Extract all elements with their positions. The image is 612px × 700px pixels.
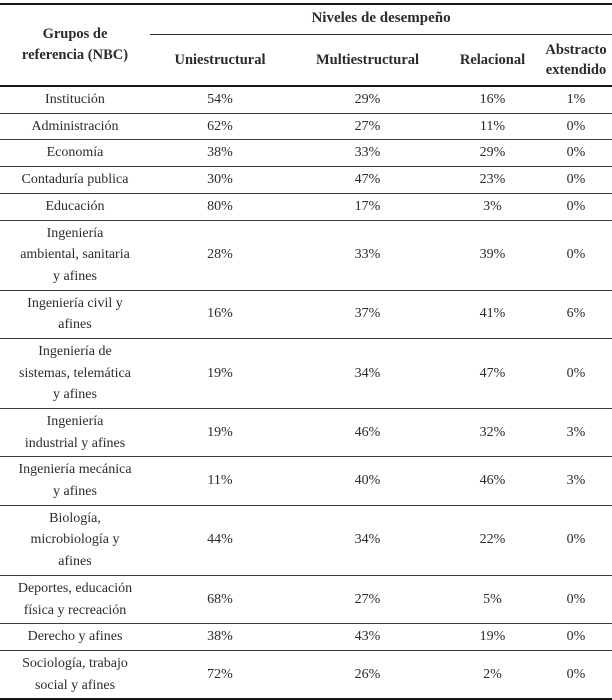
cell-value: 0%: [540, 220, 612, 291]
table-row: Economía 38% 33% 29% 0%: [0, 139, 612, 168]
row-label: Economía: [0, 139, 150, 168]
table-row: Biología, microbiología y afines 44% 34% 22…: [0, 505, 612, 576]
cell-value: 6%: [540, 290, 612, 339]
cell-value: 0%: [540, 623, 612, 651]
cell-value: 11%: [445, 113, 540, 141]
cell-value: 0%: [540, 338, 612, 410]
row-label: Contaduría publica: [0, 166, 150, 194]
cell-value: 38%: [150, 623, 290, 651]
col-header-multiestructural: Multiestructural: [290, 34, 445, 88]
table-row: Sociología, trabajo social y afines 72% 26…: [0, 650, 612, 699]
row-label: Institución: [0, 86, 150, 114]
cell-value: 0%: [566, 666, 586, 682]
cell-value: 5%: [445, 575, 540, 625]
row-label: Ingeniería ambiental, sanitaria y afines: [0, 220, 150, 291]
col-header-uniestructural: Uniestructural: [150, 34, 290, 88]
table-row: Ingeniería ambiental, sanitaria y afines…: [0, 220, 612, 291]
row-label: Educación: [0, 193, 150, 221]
table-row: Administración 62% 27% 11% 0%: [0, 113, 612, 141]
cell-value: 33%: [290, 139, 445, 168]
cell-value: 33%: [290, 220, 445, 291]
cell-value: 34%: [290, 505, 445, 576]
cell-value: 16%: [445, 86, 540, 114]
table-row: Institución 54% 29% 16% 1%: [0, 86, 612, 114]
cell-value: 19%: [150, 338, 290, 410]
cell-value: 3%: [540, 456, 612, 506]
cell-value: 54%: [150, 86, 290, 114]
row-label: Derecho y afines: [0, 623, 150, 651]
cell-value: 0%: [540, 575, 612, 625]
cell-value: 47%: [290, 166, 445, 194]
cell-value: 23%: [445, 166, 540, 194]
cell-value: 62%: [150, 113, 290, 141]
cell-value: 47%: [445, 338, 540, 410]
cell-value: 0%: [540, 505, 612, 576]
cell-value: 11%: [150, 456, 290, 506]
cell-value: 0%: [540, 193, 612, 221]
row-label: Deportes, educación física y recreación: [0, 575, 150, 625]
table-row: Ingeniería mecánica y afines 11% 40% 46% 3%: [0, 456, 612, 506]
table-row: Derecho y afines 38% 43% 19% 0%: [0, 623, 612, 651]
table-row: Ingeniería de sistemas, telemática y afi…: [0, 338, 612, 410]
cell-value: 39%: [445, 220, 540, 291]
row-label: Ingeniería mecánica y afines: [0, 456, 150, 506]
table-row: Deportes, educación física y recreación 6…: [0, 575, 612, 625]
cell-value: 26%: [354, 666, 381, 682]
cell-value: 28%: [150, 220, 290, 291]
table-row: Ingeniería civil y afines 16% 37% 41% 6%: [0, 290, 612, 339]
header-row-levels: Uniestructural Multiestructural Relacion…: [0, 34, 612, 88]
cell-value: 80%: [150, 193, 290, 221]
row-label: Sociología, trabajo social y afines: [22, 655, 128, 693]
cell-value: 34%: [290, 338, 445, 410]
cell-value: 19%: [445, 623, 540, 651]
cell-value: 72%: [207, 666, 233, 682]
cell-value: 46%: [445, 456, 540, 506]
cell-value: 22%: [445, 505, 540, 576]
cell-value: 0%: [540, 166, 612, 194]
cell-value: 41%: [445, 290, 540, 339]
row-label: Ingeniería industrial y afines: [0, 408, 150, 458]
col-header-abstracto-extendido: Abstracto extendido: [540, 34, 612, 88]
col-header-relacional: Relacional: [445, 34, 540, 88]
cell-value: 40%: [290, 456, 445, 506]
table-header: Grupos de referencia (NBC) Niveles de de…: [0, 4, 612, 88]
cell-value: 2%: [483, 666, 502, 682]
performance-levels-table: Grupos de referencia (NBC) Niveles de de…: [0, 3, 612, 700]
row-label: Administración: [0, 113, 150, 141]
table-row: Ingeniería industrial y afines 19% 46% 32% 3…: [0, 408, 612, 458]
cell-value: 27%: [290, 575, 445, 625]
cell-value: 38%: [150, 139, 290, 168]
cell-value: 3%: [445, 193, 540, 221]
table-body: Institución 54% 29% 16% 1% Administración 62% 2…: [0, 86, 612, 699]
span-header-niveles-de-desempeno: Niveles de desempeño: [150, 4, 612, 35]
cell-value: 27%: [290, 113, 445, 141]
header-row-span: Grupos de referencia (NBC) Niveles de de…: [0, 4, 612, 88]
cell-value: 44%: [150, 505, 290, 576]
cell-value: 0%: [540, 139, 612, 168]
cell-value: 17%: [290, 193, 445, 221]
row-label: Ingeniería civil y afines: [0, 290, 150, 339]
cell-value: 29%: [290, 86, 445, 114]
table-row: Educación 80% 17% 3% 0%: [0, 193, 612, 221]
cell-value: 16%: [150, 290, 290, 339]
row-label: Ingeniería de sistemas, telemática y afi…: [0, 338, 150, 410]
row-label: Biología, microbiología y afines: [0, 505, 150, 576]
cell-value: 37%: [290, 290, 445, 339]
cell-value: 19%: [150, 408, 290, 458]
cell-value: 0%: [540, 113, 612, 141]
cell-value: 68%: [150, 575, 290, 625]
cell-value: 1%: [540, 86, 612, 114]
cell-value: 32%: [445, 408, 540, 458]
table-row: Contaduría publica 30% 47% 23% 0%: [0, 166, 612, 194]
cell-value: 29%: [445, 139, 540, 168]
cell-value: 43%: [290, 623, 445, 651]
cell-value: 46%: [290, 408, 445, 458]
cell-value: 30%: [150, 166, 290, 194]
cell-value: 3%: [540, 408, 612, 458]
corner-header-grupos-de-referencia: Grupos de referencia (NBC): [0, 4, 150, 88]
